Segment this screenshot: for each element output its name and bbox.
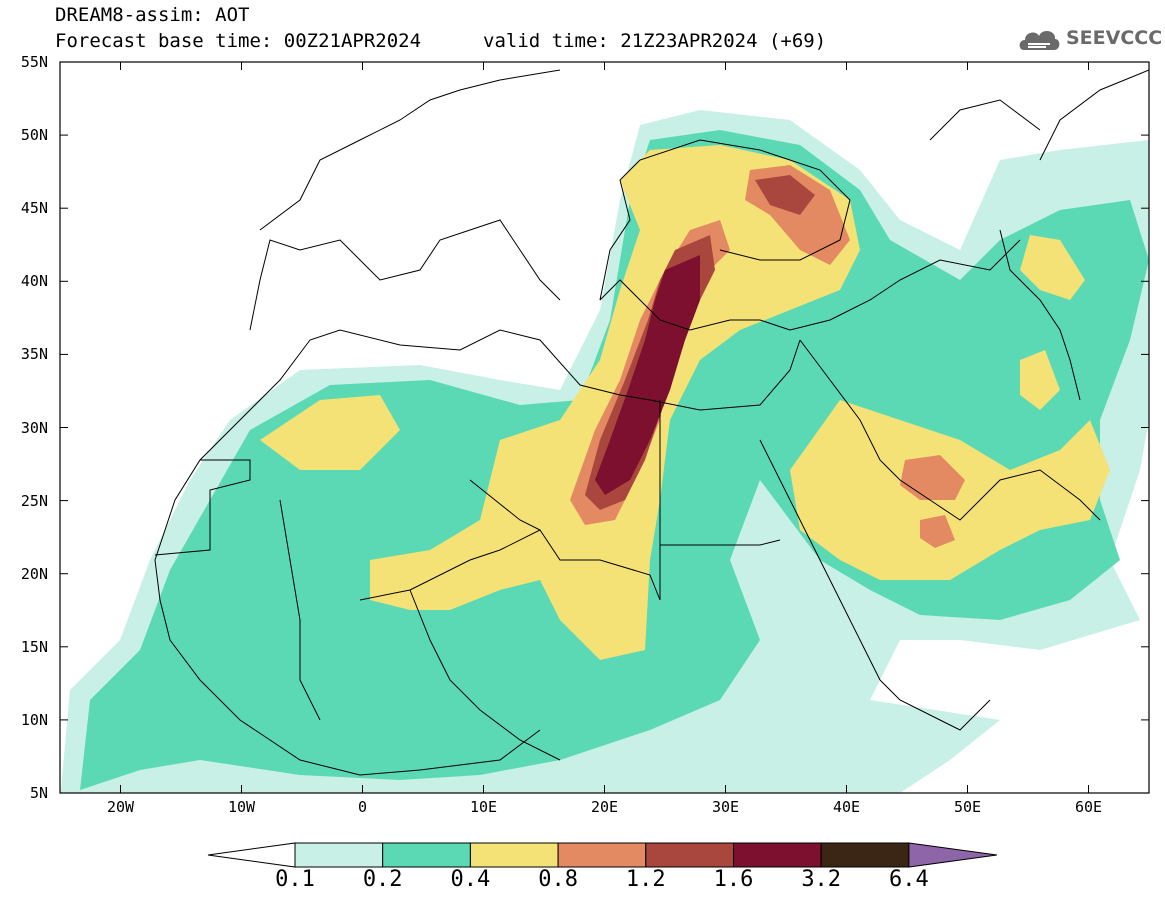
lat-label: 35N (20, 345, 48, 364)
colorbar-label: 6.4 (889, 867, 929, 892)
lon-label: 50E (953, 798, 982, 816)
colorbar-swatch (557, 842, 647, 868)
logo-text: SEEVCCC (1066, 27, 1163, 49)
lat-label: 45N (20, 199, 48, 218)
lon-label: 30E (711, 798, 740, 816)
colorbar-label: 1.2 (625, 867, 666, 892)
lat-label: 30N (20, 418, 48, 437)
lat-label: 10N (20, 710, 48, 729)
colorbar-swatch (733, 842, 822, 868)
colorbar-label: 0.8 (538, 867, 578, 892)
lon-label: 10E (469, 798, 498, 816)
lon-label: 0 (357, 798, 368, 816)
colorbar-swatch (469, 842, 559, 868)
map-ticks (60, 61, 1149, 794)
aot-level-6 (595, 255, 700, 495)
lat-label: 15N (20, 637, 48, 656)
colorbar-label: 0.4 (450, 867, 491, 892)
lat-label: 50N (20, 126, 48, 145)
lat-label: 20N (20, 564, 48, 583)
colorbar-swatch (645, 842, 734, 868)
colorbar-swatch (294, 842, 384, 868)
colorbar-arrow-low (207, 842, 296, 868)
lat-label: 55N (20, 53, 48, 71)
lat-label: 5N (29, 784, 48, 802)
aot-field (60, 62, 1149, 793)
colorbar-label: 3.2 (801, 867, 842, 892)
valid-time: valid time: 21Z23APR2024 (+69) (483, 30, 827, 52)
colorbar-arrow-high (908, 842, 997, 868)
cloud-icon (1019, 30, 1060, 50)
lat-label: 25N (20, 491, 48, 510)
colorbar-label: 0.1 (275, 867, 315, 892)
map-title: DREAM8-assim: AOT (55, 4, 250, 26)
colorbar-swatch (820, 842, 910, 868)
lon-label: 40E (832, 798, 861, 816)
colorbar-label: 0.2 (362, 867, 403, 892)
lon-label: 20W (106, 798, 135, 816)
base-time: Forecast base time: 00Z21APR2024 (55, 30, 422, 52)
lon-label: 10W (227, 798, 256, 816)
colorbar-swatch (382, 842, 471, 868)
seevccc-logo: SEEVCCC (1016, 22, 1162, 56)
lon-label: 60E (1074, 798, 1103, 816)
lat-label: 40N (20, 272, 48, 291)
lon-label: 20E (590, 798, 619, 816)
coastlines (154, 69, 1149, 776)
colorbar-label: 1.6 (713, 867, 754, 892)
